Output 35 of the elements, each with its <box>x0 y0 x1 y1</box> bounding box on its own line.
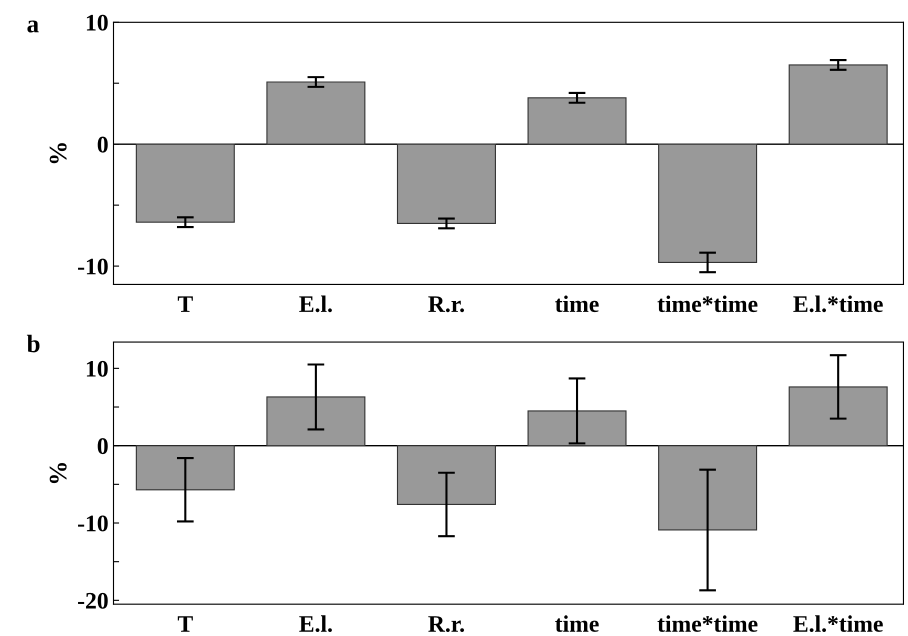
x-tick-label: T <box>178 616 193 632</box>
y-tick-label: 0 <box>98 136 108 153</box>
x-tick-label: E.l.*time <box>793 615 883 632</box>
bar <box>658 445 758 531</box>
chart-title: b <box>26 334 40 352</box>
x-tick-label: E.l.*time <box>793 296 883 312</box>
y-tick-label: 10 <box>86 360 108 377</box>
bar <box>136 445 235 490</box>
y-axis-title: % <box>50 143 67 164</box>
bar <box>266 81 366 145</box>
x-tick-label: T <box>178 296 193 312</box>
y-tick-label: -10 <box>78 516 108 532</box>
bar <box>528 410 627 446</box>
y-axis-title: % <box>50 462 67 484</box>
bar <box>396 144 496 224</box>
x-tick-label: R.r. <box>428 296 464 312</box>
x-tick-label: time <box>555 296 599 312</box>
bar <box>658 144 758 264</box>
x-tick-label: time*time <box>658 615 758 632</box>
bar <box>266 396 366 446</box>
bar <box>788 386 888 446</box>
y-tick-label: 0 <box>98 438 108 454</box>
bar <box>136 144 235 223</box>
x-tick-label: R.r. <box>428 616 464 632</box>
bar <box>396 445 496 506</box>
x-tick-label: E.l. <box>299 296 332 312</box>
chart-title: a <box>27 20 39 33</box>
y-tick-label: 10 <box>86 14 108 31</box>
y-tick-label: -10 <box>78 258 108 275</box>
bar <box>788 64 888 145</box>
x-tick-label: E.l. <box>299 615 332 632</box>
bar <box>528 97 627 145</box>
y-tick-label: -20 <box>78 592 108 609</box>
x-tick-label: time <box>555 615 599 632</box>
x-tick-label: time*time <box>658 296 758 312</box>
